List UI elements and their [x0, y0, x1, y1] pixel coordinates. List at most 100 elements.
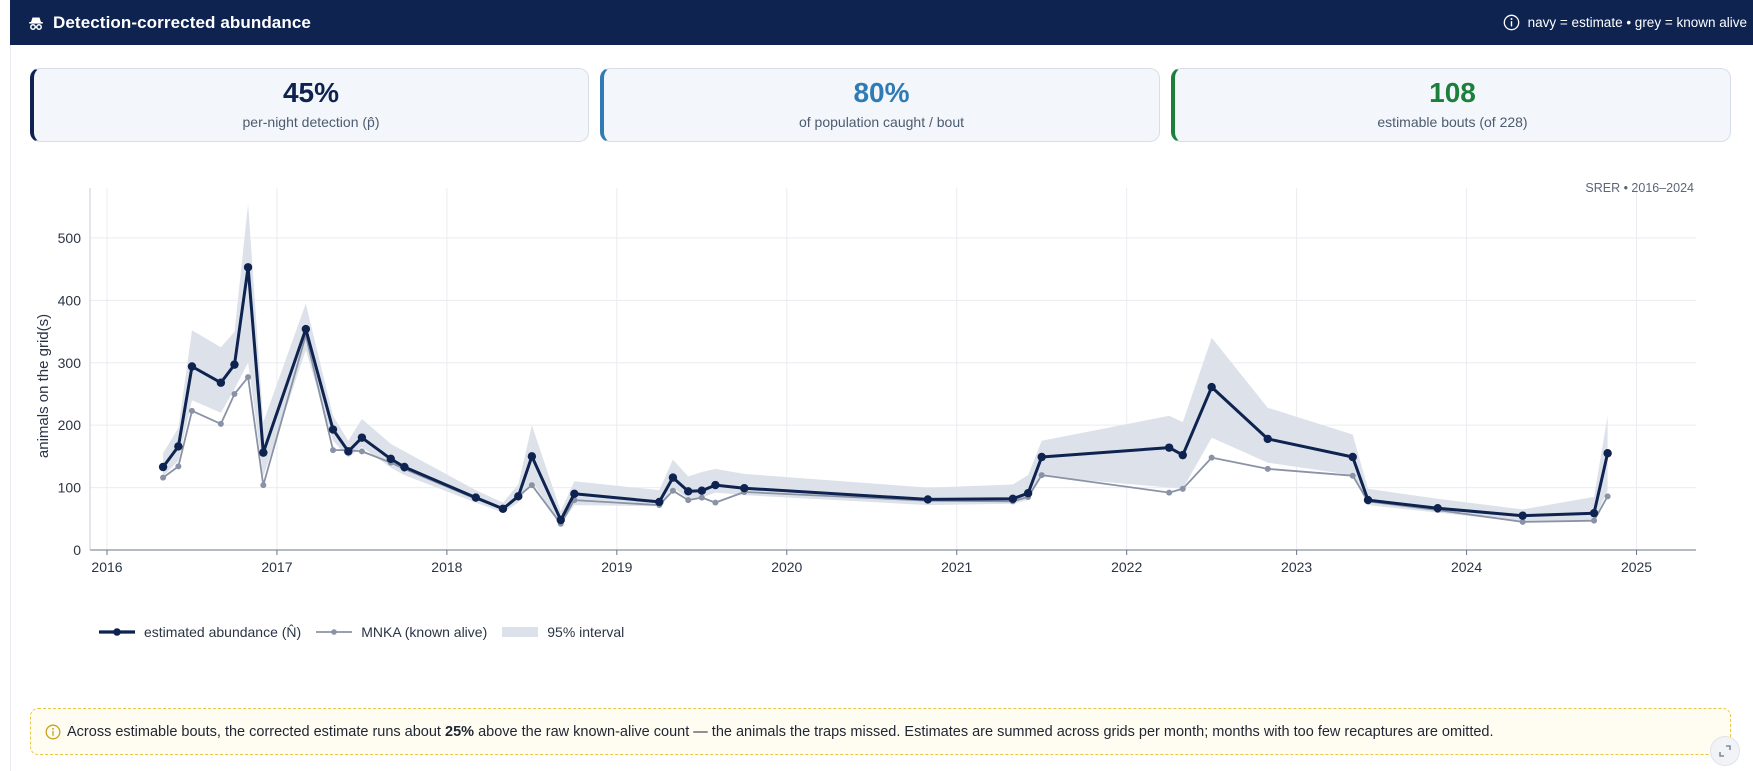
note-text-before: Across estimable bouts, the corrected es… — [67, 723, 441, 740]
abundance-chart: 0 100 200 300 400 500 2016 2017 2018 2019 2020 2021… — [35, 181, 1696, 575]
kpi-label: of population caught / bout — [798, 113, 965, 130]
mnka-point — [1179, 485, 1186, 492]
estimate-point — [357, 433, 367, 442]
mnka-point — [1208, 454, 1215, 461]
header-hint: navy = estimate • grey = known alive — [1503, 14, 1747, 31]
estimate-line — [161, 265, 1610, 522]
legend-item-interval[interactable]: 95% interval — [501, 624, 624, 640]
mnka-point — [231, 390, 238, 397]
estimate-point — [158, 462, 168, 472]
info-icon — [45, 724, 61, 740]
mnka-point — [1591, 517, 1598, 524]
estimate-point — [1603, 449, 1612, 458]
mnka-point — [160, 474, 167, 481]
estimate-point — [1518, 511, 1527, 520]
chart-legend: estimated abundance (N̂) MNKA (known ali… — [98, 624, 624, 640]
insight-note: Across estimable bouts, the corrected es… — [30, 708, 1731, 755]
mnka-point — [712, 499, 719, 506]
mnka-point — [1519, 518, 1526, 525]
estimate-point — [187, 362, 197, 371]
chart-annotation: SRER • 2016–2024 — [1585, 181, 1694, 195]
estimate-point — [1037, 452, 1046, 462]
mnka-point — [685, 497, 692, 504]
estimate-point — [1023, 489, 1033, 498]
info-icon[interactable] — [1503, 14, 1520, 31]
note-highlight: 25% — [445, 723, 475, 740]
mnka-point — [217, 420, 224, 427]
y-tick-label: 300 — [58, 355, 82, 371]
estimate-point — [514, 492, 523, 501]
estimate-point — [668, 473, 678, 482]
estimate-point — [527, 452, 537, 461]
kpi-detection: 45% per-night detection (p̂) — [30, 68, 589, 142]
interval-band — [163, 203, 1608, 525]
estimate-point — [498, 504, 508, 514]
kpi-label: estimable bouts (of 228) — [1377, 113, 1528, 130]
estimate-point — [1008, 494, 1018, 504]
y-tick-label: 200 — [58, 417, 82, 433]
mnka-point — [1038, 472, 1045, 479]
estimate-point — [471, 493, 480, 502]
estimate-point — [1164, 443, 1174, 452]
spy-icon — [28, 15, 44, 31]
x-tick-label: 2019 — [601, 559, 632, 575]
kpi-value: 80% — [853, 77, 910, 108]
mnka-point — [1349, 472, 1356, 479]
estimate-series-layer — [158, 263, 1612, 525]
estimate-point — [386, 454, 396, 464]
mnka-point — [528, 482, 535, 489]
estimate-point — [1348, 452, 1357, 462]
legend-label: MNKA (known alive) — [361, 624, 488, 640]
expand-button[interactable] — [1710, 736, 1740, 766]
mnka-point — [188, 407, 195, 414]
estimate-point — [344, 447, 353, 456]
kpi-value: 108 — [1429, 77, 1476, 108]
estimate-point — [1263, 434, 1272, 444]
x-tick-label: 2021 — [941, 559, 972, 575]
estimate-point — [230, 360, 239, 369]
x-tick-label: 2020 — [771, 559, 802, 575]
estimate-point — [174, 442, 183, 451]
legend-label: 95% interval — [547, 624, 625, 640]
interval-band-layer — [163, 203, 1608, 525]
estimate-point — [923, 495, 933, 504]
expand-icon — [1718, 744, 1732, 758]
header-left: Detection-corrected abundance — [28, 13, 311, 33]
estimate-point — [1433, 503, 1442, 513]
mnka-point — [698, 494, 705, 501]
estimate-point — [711, 480, 720, 490]
y-tick-label: 0 — [73, 542, 81, 558]
y-tick-label: 400 — [58, 292, 82, 308]
legend-swatch-mnka — [316, 629, 353, 635]
y-tick-label: 500 — [58, 230, 82, 246]
mnka-point — [1604, 493, 1611, 500]
panel-header: Detection-corrected abundance navy = est… — [10, 0, 1753, 45]
estimate-point — [570, 489, 579, 499]
estimate-point — [301, 324, 311, 334]
mnka-point — [330, 447, 337, 454]
kpi-label: per-night detection (p̂) — [242, 113, 380, 130]
estimate-point — [1207, 382, 1216, 392]
x-tick-label: 2024 — [1451, 559, 1482, 575]
legend-swatch-interval — [502, 627, 539, 637]
mnka-point — [358, 448, 365, 455]
kpi-value: 45% — [282, 77, 340, 108]
estimate-point — [259, 448, 268, 457]
estimate-point — [556, 515, 565, 525]
panel-title: Detection-corrected abundance — [53, 12, 311, 32]
y-tick-label: 100 — [58, 480, 82, 496]
x-tick-label: 2022 — [1111, 559, 1142, 575]
x-tick-label: 2018 — [431, 559, 462, 575]
axis-layer: 0 100 200 300 400 500 2016 2017 2018 2019 2020 2021… — [58, 188, 1696, 575]
kpi-bouts: 108 estimable bouts (of 228) — [1171, 68, 1731, 142]
x-tick-label: 2023 — [1281, 559, 1312, 575]
estimate-point — [740, 484, 749, 493]
estimate-point — [243, 263, 253, 272]
legend-item-estimate[interactable]: estimated abundance (N̂) — [98, 624, 301, 640]
mnka-point — [260, 482, 267, 489]
estimate-point — [697, 486, 707, 495]
estimate-point — [1589, 508, 1599, 518]
y-axis-label: animals on the grid(s) — [35, 314, 52, 458]
legend-item-mnka[interactable]: MNKA (known alive) — [315, 624, 487, 640]
x-tick-label: 2017 — [261, 559, 292, 575]
